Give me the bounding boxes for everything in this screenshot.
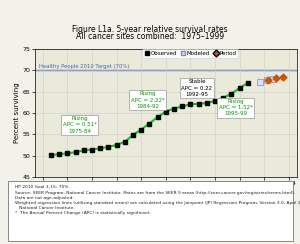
Text: Figure L1a. 5-year relative survival rates: Figure L1a. 5-year relative survival rat… — [72, 25, 228, 34]
Text: Rising
APC = 2.22*
1984-92: Rising APC = 2.22* 1984-92 — [131, 91, 165, 109]
Text: Healthy People 2010 Target (70%): Healthy People 2010 Target (70%) — [39, 64, 129, 69]
X-axis label: Year of diagnosis: Year of diagnosis — [129, 189, 203, 198]
FancyBboxPatch shape — [8, 181, 292, 241]
Y-axis label: Percent surviving: Percent surviving — [14, 82, 20, 143]
Text: Rising
APC = 1.52*
1995-99: Rising APC = 1.52* 1995-99 — [218, 99, 252, 116]
Text: All cancer sites combined:  1975–1999: All cancer sites combined: 1975–1999 — [76, 32, 224, 41]
Text: Stable
APC = 0.22
1992-95: Stable APC = 0.22 1992-95 — [182, 79, 212, 97]
Text: Rising
APC = 0.51*
1975-84: Rising APC = 0.51* 1975-84 — [63, 116, 97, 133]
Legend: Observed, Modeled, Period: Observed, Modeled, Period — [142, 49, 238, 58]
Text: HP 2010 Goal 3-15: 70%
Source: SEER Program, National Cancer Institute. Rates ar: HP 2010 Goal 3-15: 70% Source: SEER Prog… — [15, 185, 300, 215]
